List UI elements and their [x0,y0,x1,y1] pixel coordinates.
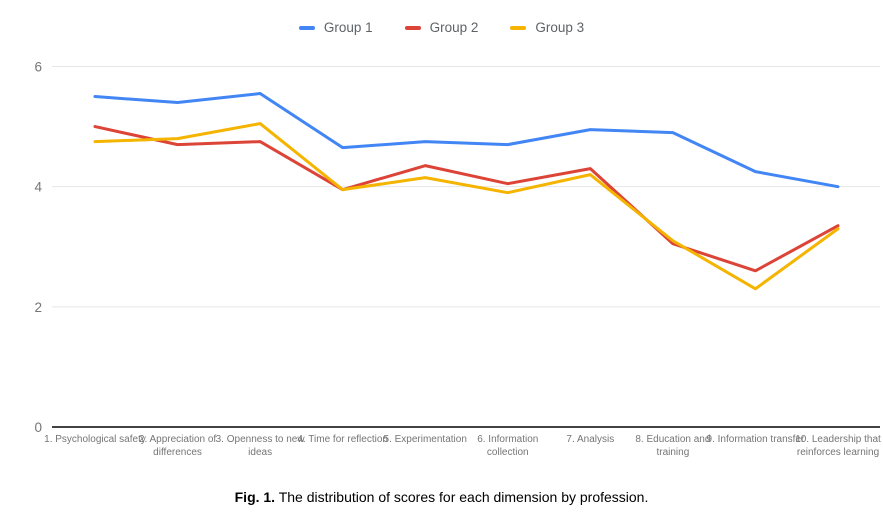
y-tick-label-2: 2 [34,300,42,315]
legend-label-group-3: Group 3 [535,20,585,35]
x-axis-label-5: 5. Experimentation [383,434,467,445]
y-tick-label-6: 6 [34,60,42,75]
x-axis-label-6: 6. Information collection [477,434,539,458]
x-axis-label-2: 2. Appreciation of differences [138,434,217,458]
figure-caption-text: The distribution of scores for each dime… [278,489,649,505]
x-axis-labels: 1. Psychological safety 2. Appreciation o… [0,433,883,475]
legend-label-group-2: Group 2 [429,20,479,35]
x-axis-label-7: 7. Analysis [566,434,615,445]
x-axis-label-10: 10. Leadership that reinforces learning [795,434,881,458]
x-axis-label-8: 8. Education and training [635,434,711,458]
legend-swatch-group-1-icon [298,25,315,30]
x-axis-label-3: 3. Openness to new ideas [215,434,305,458]
x-axis-label-9: 9. Information transfer [706,434,805,445]
series-line-group-3 [93,122,840,291]
chart-plot-area: 0 2 4 6 [34,60,880,435]
y-tick-label-4: 4 [34,180,42,195]
x-axis-label-4: 4. Time for reflection [297,434,388,445]
figure-caption: Fig. 1. The distribution of scores for e… [0,489,883,505]
legend-swatch-group-3-icon [510,25,527,30]
legend-item-group-1: Group 1 [298,20,373,35]
x-axis-label-1: 1. Psychological safety [44,434,146,445]
series-line-group-2 [93,125,840,273]
y-tick-label-0: 0 [34,420,42,435]
series-line-group-1 [93,92,840,189]
legend-item-group-3: Group 3 [510,20,584,35]
legend-item-group-2: Group 2 [404,20,479,35]
figure-caption-number: Fig. 1. [234,489,276,505]
chart-legend: Group 1 Group 2 Group 3 [0,20,883,35]
legend-swatch-group-2-icon [404,25,421,30]
legend-label-group-1: Group 1 [323,20,373,35]
